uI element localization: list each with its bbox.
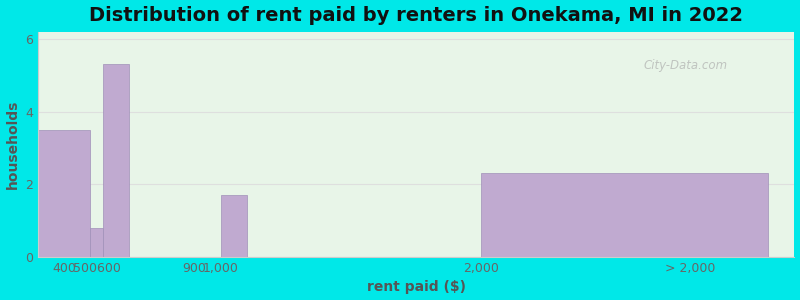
Bar <box>482 173 768 257</box>
Bar <box>103 64 130 257</box>
Text: City-Data.com: City-Data.com <box>643 59 727 72</box>
Bar <box>38 130 90 257</box>
Title: Distribution of rent paid by renters in Onekama, MI in 2022: Distribution of rent paid by renters in … <box>90 6 743 25</box>
Bar <box>90 228 103 257</box>
Bar <box>221 195 246 257</box>
X-axis label: rent paid ($): rent paid ($) <box>366 280 466 294</box>
Y-axis label: households: households <box>6 100 19 189</box>
